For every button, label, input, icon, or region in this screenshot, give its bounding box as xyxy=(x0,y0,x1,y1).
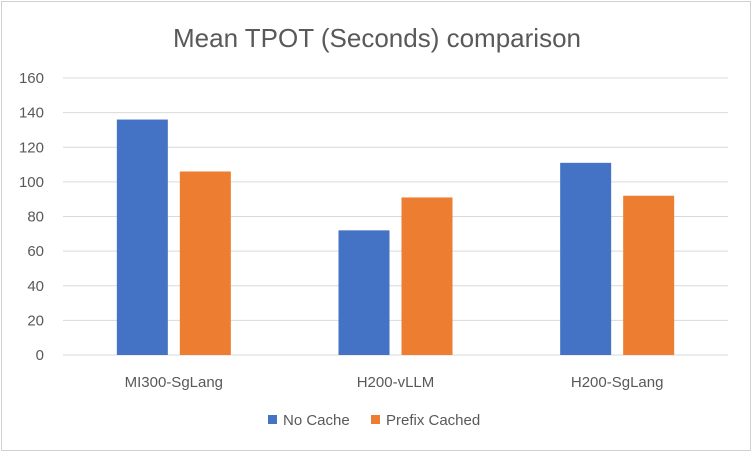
y-tick-label: 20 xyxy=(27,312,44,329)
y-tick-label: 140 xyxy=(19,105,44,122)
bar-no-cache-mi300-sglang xyxy=(116,119,168,355)
bar-prefix-cached-h200-sglang xyxy=(623,195,675,355)
chart-title: Mean TPOT (Seconds) comparison xyxy=(173,23,581,53)
legend-swatch xyxy=(268,415,277,424)
y-tick-label: 80 xyxy=(27,209,44,226)
bar-no-cache-h200-sglang xyxy=(560,162,612,355)
x-axis-ticks: MI300-SgLang H200-vLLM H200-SgLang xyxy=(125,374,664,391)
x-tick-label: H200-vLLM xyxy=(357,374,435,391)
y-tick-label: 160 xyxy=(19,70,44,87)
y-tick-label: 0 xyxy=(36,347,44,364)
legend-swatch xyxy=(371,415,380,424)
y-tick-label: 100 xyxy=(19,174,44,191)
legend-label: Prefix Cached xyxy=(386,412,480,429)
x-tick-label: MI300-SgLang xyxy=(125,374,223,391)
y-tick-label: 60 xyxy=(27,243,44,260)
legend: No Cache Prefix Cached xyxy=(268,412,480,429)
y-tick-label: 40 xyxy=(27,278,44,295)
gridlines xyxy=(63,77,728,356)
y-axis-ticks: 0 20 40 60 80 100 120 140 160 xyxy=(19,70,44,364)
bar-prefix-cached-h200-vllm xyxy=(401,197,453,355)
bar-prefix-cached-mi300-sglang xyxy=(179,171,231,355)
y-tick-label: 120 xyxy=(19,139,44,156)
bar-no-cache-h200-vllm xyxy=(338,230,390,355)
x-tick-label: H200-SgLang xyxy=(571,374,664,391)
bars xyxy=(116,119,675,355)
legend-label: No Cache xyxy=(283,412,350,429)
